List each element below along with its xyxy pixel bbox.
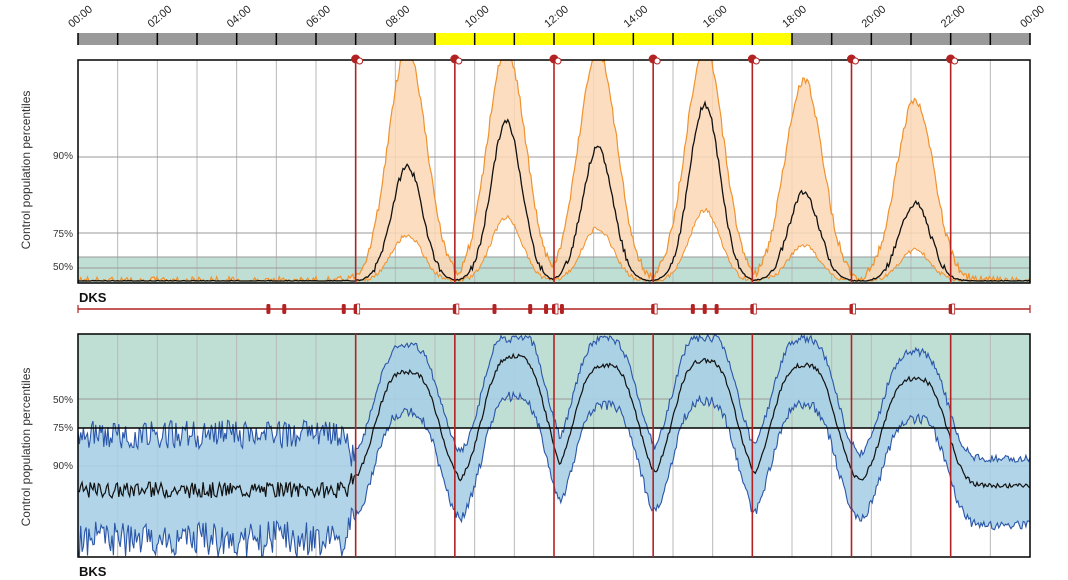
x-tick-label: 02:00	[146, 3, 175, 30]
bks-y-tick-50: 50%	[53, 395, 73, 406]
x-tick-label: 10:00	[463, 3, 492, 30]
event-rug-mark	[714, 304, 719, 314]
dks-y-axis-label: Control population percentiles	[19, 91, 33, 250]
event-marker-ring	[554, 57, 562, 65]
light-period-bar	[77, 33, 1031, 45]
event-marker-ring	[951, 57, 959, 65]
dks-panel-label: DKS	[79, 290, 107, 305]
x-tick-label: 08:00	[384, 3, 413, 30]
event-rug-mark	[282, 304, 287, 314]
event-marker-ring	[356, 57, 364, 65]
x-tick-label: 16:00	[701, 3, 730, 30]
event-rug-mark	[492, 304, 497, 314]
dks-panel	[77, 54, 1031, 284]
event-rug-open-mark	[356, 303, 361, 315]
event-rug-mark	[341, 304, 346, 314]
bks-y-axis-label: Control population percentiles	[19, 368, 33, 527]
dks-y-tick-50: 50%	[53, 262, 73, 273]
event-rug-mark	[544, 304, 549, 314]
bks-y-tick-75: 75%	[53, 423, 73, 434]
dks-y-tick-90: 90%	[53, 151, 73, 162]
event-marker-ring	[752, 57, 760, 65]
event-rug-open-mark	[752, 303, 757, 315]
light-period-segment	[435, 33, 792, 45]
event-marker-ring	[852, 57, 859, 65]
event-rug-open-mark	[852, 303, 856, 315]
event-rug-open-mark	[653, 303, 658, 315]
bks-panel-label: BKS	[79, 564, 107, 579]
event-rug-mark	[266, 304, 271, 314]
x-tick-label: 22:00	[939, 3, 968, 30]
dks-y-tick-75: 75%	[53, 229, 73, 240]
x-tick-label: 20:00	[860, 3, 889, 30]
event-rug-open-mark	[554, 303, 559, 315]
x-tick-label: 18:00	[780, 3, 809, 30]
dks-percentile-band	[78, 60, 1030, 281]
event-rug-mark	[690, 304, 695, 314]
event-rug-mark	[702, 304, 707, 314]
x-tick-label: 14:00	[622, 3, 651, 30]
event-rug-mark	[528, 304, 533, 314]
x-tick-label: 12:00	[542, 3, 571, 30]
event-marker-ring	[455, 57, 463, 65]
event-rug-mark	[559, 304, 564, 314]
event-rug-open-mark	[455, 303, 460, 315]
x-tick-label: 04:00	[225, 3, 254, 30]
event-rug	[77, 303, 1031, 315]
x-tick-label: 00:00	[66, 3, 95, 30]
bks-y-tick-90: 90%	[53, 461, 73, 472]
bks-panel	[77, 333, 1031, 558]
event-rug-open-mark	[951, 303, 956, 315]
event-marker-ring	[653, 57, 661, 65]
x-tick-label: 06:00	[304, 3, 333, 30]
x-tick-labels: 00:00 02:00 04:00 06:00 08:00 10:00 12:00 14:00…	[66, 3, 1047, 30]
x-tick-label: 00:00	[1018, 3, 1047, 30]
